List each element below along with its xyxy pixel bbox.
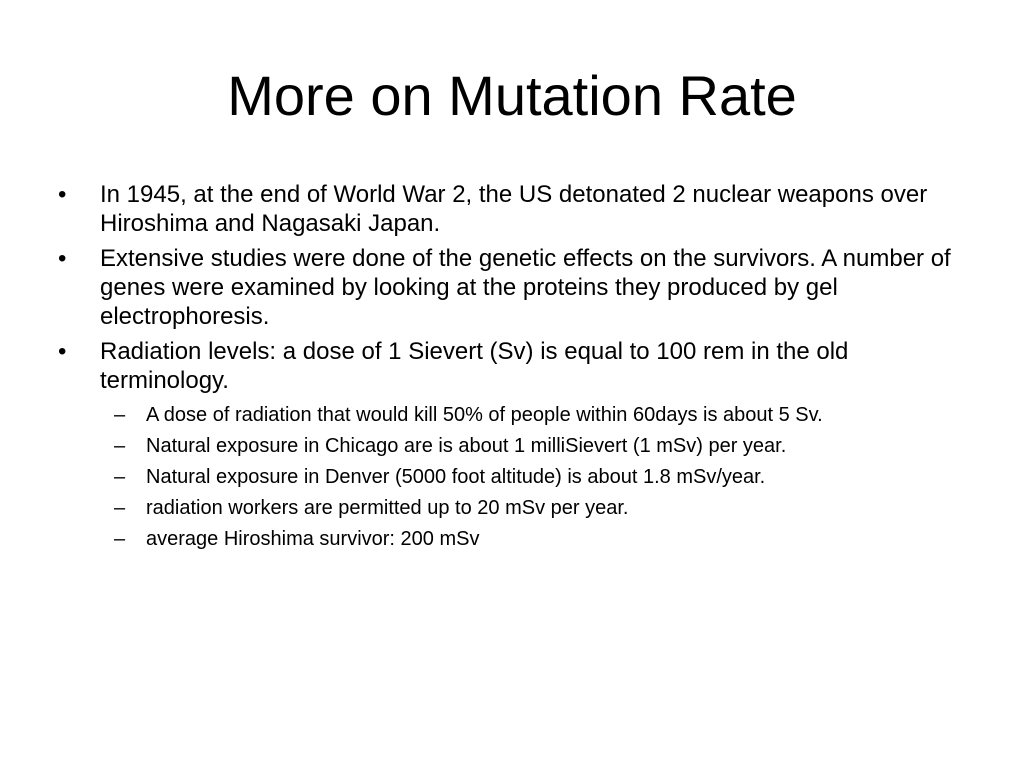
sub-bullet-item: – average Hiroshima survivor: 200 mSv (100, 527, 946, 552)
sub-bullet-text: Natural exposure in Denver (5000 foot al… (146, 466, 766, 488)
sub-bullet-list: – A dose of radiation that would kill 50… (100, 403, 958, 552)
bullet-marker: • (58, 181, 67, 208)
sub-bullet-text: Natural exposure in Chicago are is about… (146, 435, 787, 457)
sub-bullet-marker: – (114, 528, 126, 550)
sub-bullet-text: radiation workers are permitted up to 20… (146, 497, 629, 519)
bullet-item-1945: • In 1945, at the end of World War 2, th… (58, 180, 958, 238)
sub-bullet-marker: – (114, 404, 126, 426)
bullet-marker: • (58, 245, 67, 272)
sub-bullet-text: average Hiroshima survivor: 200 mSv (146, 528, 480, 550)
bullet-list: • In 1945, at the end of World War 2, th… (58, 180, 958, 558)
sub-bullet-text: A dose of radiation that would kill 50% … (146, 404, 823, 426)
slide-title: More on Mutation Rate (227, 64, 797, 127)
sub-bullet-marker: – (114, 435, 126, 457)
bullet-marker: • (58, 338, 67, 365)
sub-bullet-marker: – (114, 497, 126, 519)
bullet-text: Radiation levels: a dose of 1 Sievert (S… (100, 338, 849, 394)
bullet-item-studies: • Extensive studies were done of the gen… (58, 244, 958, 331)
sub-bullet-item: – A dose of radiation that would kill 50… (100, 403, 946, 428)
sub-bullet-item: – radiation workers are permitted up to … (100, 496, 946, 521)
bullet-item-radiation-levels: • Radiation levels: a dose of 1 Sievert … (58, 337, 958, 552)
sub-bullet-marker: – (114, 466, 126, 488)
sub-bullet-item: – Natural exposure in Denver (5000 foot … (100, 465, 946, 490)
bullet-text: Extensive studies were done of the genet… (100, 245, 951, 330)
sub-bullet-item: – Natural exposure in Chicago are is abo… (100, 434, 946, 459)
bullet-text: In 1945, at the end of World War 2, the … (100, 181, 928, 237)
